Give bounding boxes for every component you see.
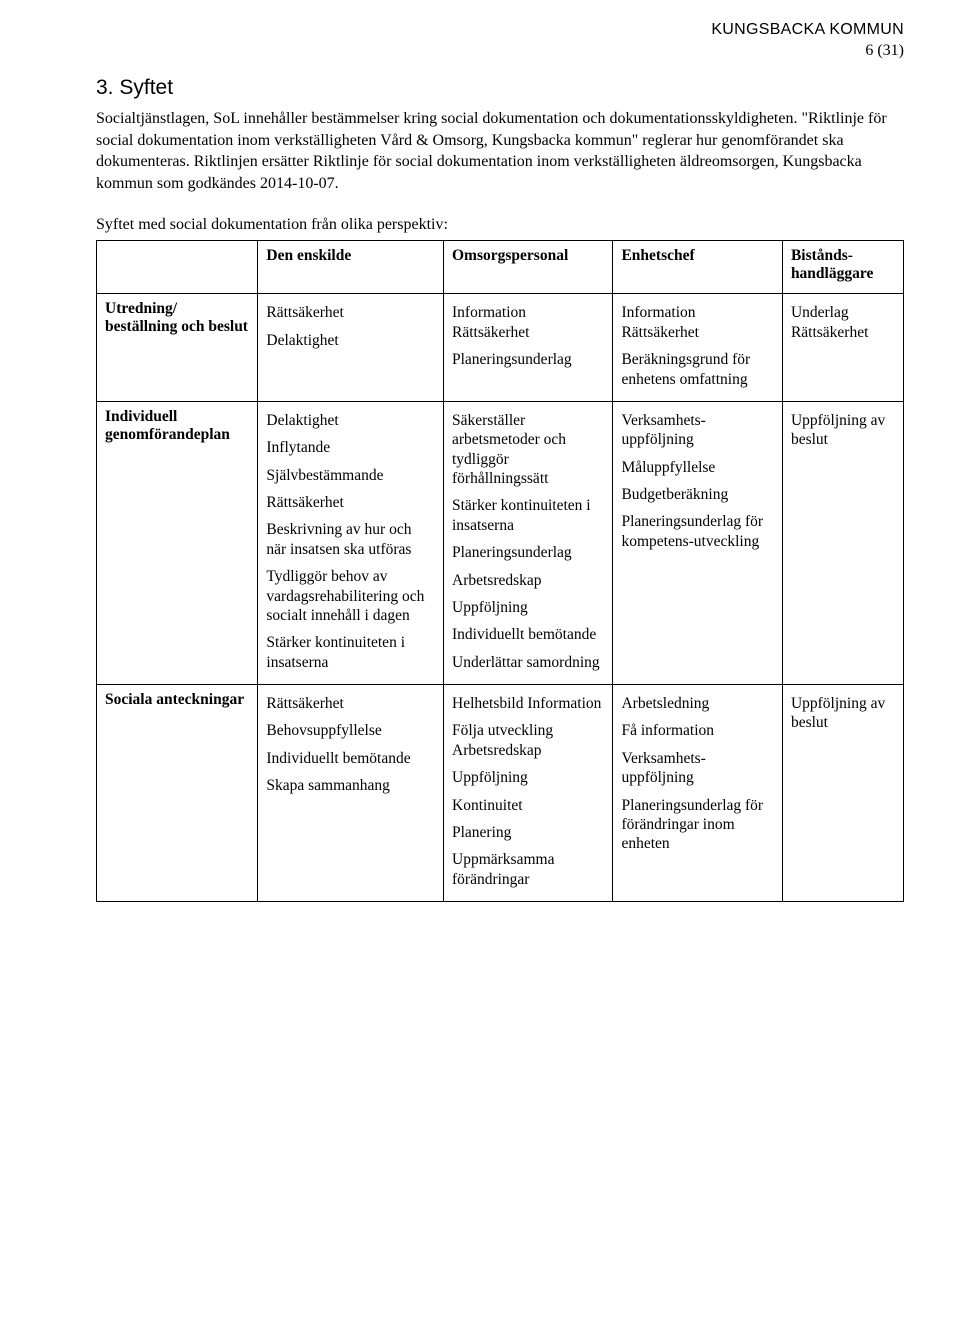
table-header-cell xyxy=(97,241,258,294)
table-cell: Information Rättsäkerhet Planeringsunderl… xyxy=(444,294,613,402)
cell-item: Uppmärksamma förändringar xyxy=(452,850,604,889)
cell-item: Behovsuppfyllelse xyxy=(266,721,435,740)
cell-item: Stärker kontinuiteten i insatserna xyxy=(452,496,604,535)
cell-item: Individuellt bemötande xyxy=(266,749,435,768)
row-label: Utredning/ beställning och beslut xyxy=(97,294,258,402)
cell-item: Rättsäkerhet xyxy=(266,694,435,713)
page-header: KUNGSBACKA KOMMUN 6 (31) xyxy=(711,20,904,62)
cell-item: Kontinuitet xyxy=(452,796,604,815)
cell-item: Uppföljning av beslut xyxy=(791,411,895,450)
cell-item: Uppföljning xyxy=(452,598,604,617)
cell-item: Stärker kontinuiteten i insatserna xyxy=(266,633,435,672)
cell-item: Måluppfyllelse xyxy=(621,458,773,477)
cell-item: Planeringsunderlag för kompetens-utveckl… xyxy=(621,512,773,551)
table-row: Utredning/ beställning och beslutRättsäk… xyxy=(97,294,904,402)
cell-item: Underlag Rättsäkerhet xyxy=(791,303,895,342)
cell-item: Arbetsledning xyxy=(621,694,773,713)
cell-item: Information Rättsäkerhet xyxy=(452,303,604,342)
cell-item: Säkerställer arbetsmetoder och tydliggör… xyxy=(452,411,604,489)
cell-item: Budgetberäkning xyxy=(621,485,773,504)
intro-paragraph: Socialtjänstlagen, SoL innehåller bestäm… xyxy=(96,108,904,194)
cell-item: Tydliggör behov av vardagsrehabilitering… xyxy=(266,567,435,625)
table-header-cell: Omsorgspersonal xyxy=(444,241,613,294)
cell-item: Arbetsredskap xyxy=(452,571,604,590)
cell-item: Planeringsunderlag för förändringar inom… xyxy=(621,796,773,854)
cell-item: Beskrivning av hur och när insatsen ska … xyxy=(266,520,435,559)
table-header-cell: Bistånds-handläggare xyxy=(782,241,903,294)
row-label: Sociala anteckningar xyxy=(97,685,258,902)
cell-item: Planeringsunderlag xyxy=(452,543,604,562)
cell-item: Underlättar samordning xyxy=(452,653,604,672)
row-label: Individuell genomförandeplan xyxy=(97,401,258,684)
cell-item: Få information xyxy=(621,721,773,740)
table-cell: Underlag Rättsäkerhet xyxy=(782,294,903,402)
page-number: 6 (31) xyxy=(711,41,904,62)
cell-item: Delaktighet xyxy=(266,411,435,430)
cell-item: Rättsäkerhet xyxy=(266,493,435,512)
table-row: Individuell genomförandeplan Delaktighet I… xyxy=(97,401,904,684)
cell-item: Delaktighet xyxy=(266,331,435,350)
table-cell: Rättsäkerhet Delaktighet xyxy=(258,294,444,402)
cell-item: Beräkningsgrund för enhetens omfattning xyxy=(621,350,773,389)
cell-item: Verksamhets-uppföljning xyxy=(621,411,773,450)
cell-item: Rättsäkerhet xyxy=(266,303,435,322)
cell-item: Planeringsunderlag xyxy=(452,350,604,369)
table-cell: Arbetsledning Få information Verksamhets-u… xyxy=(613,685,782,902)
perspective-table: Den enskilde Omsorgspersonal Enhetschef … xyxy=(96,240,904,902)
table-header-cell: Den enskilde xyxy=(258,241,444,294)
section-title: 3. Syftet xyxy=(96,76,904,100)
cell-item: Inflytande xyxy=(266,438,435,457)
table-cell: Säkerställer arbetsmetoder och tydliggör… xyxy=(444,401,613,684)
table-cell: Helhetsbild Information Följa utveckling … xyxy=(444,685,613,902)
cell-item: Självbestämmande xyxy=(266,466,435,485)
document-page: KUNGSBACKA KOMMUN 6 (31) 3. Syftet Socia… xyxy=(0,0,960,1342)
cell-item: Information Rättsäkerhet xyxy=(621,303,773,342)
cell-item: Individuellt bemötande xyxy=(452,625,604,644)
cell-item: Helhetsbild Information xyxy=(452,694,604,713)
table-header-row: Den enskilde Omsorgspersonal Enhetschef … xyxy=(97,241,904,294)
cell-item: Skapa sammanhang xyxy=(266,776,435,795)
table-cell: Uppföljning av beslut xyxy=(782,685,903,902)
cell-item: Följa utveckling Arbetsredskap xyxy=(452,721,604,760)
cell-item: Verksamhets-uppföljning xyxy=(621,749,773,788)
table-row: Sociala anteckningar Rättsäkerhet Behovsup… xyxy=(97,685,904,902)
cell-item: Uppföljning av beslut xyxy=(791,694,895,733)
org-name: KUNGSBACKA KOMMUN xyxy=(711,20,904,41)
table-cell: Verksamhets-uppföljning Måluppfyllelse Bud… xyxy=(613,401,782,684)
table-cell: Rättsäkerhet Behovsuppfyllelse Individuell… xyxy=(258,685,444,902)
table-caption: Syftet med social dokumentation från oli… xyxy=(96,216,904,234)
cell-item: Uppföljning xyxy=(452,768,604,787)
table-body: Utredning/ beställning och beslutRättsäk… xyxy=(97,294,904,902)
table-cell: Delaktighet Inflytande Självbestämmande Rät… xyxy=(258,401,444,684)
cell-item: Planering xyxy=(452,823,604,842)
table-cell: Information Rättsäkerhet Beräkningsgrund … xyxy=(613,294,782,402)
table-cell: Uppföljning av beslut xyxy=(782,401,903,684)
table-header-cell: Enhetschef xyxy=(613,241,782,294)
